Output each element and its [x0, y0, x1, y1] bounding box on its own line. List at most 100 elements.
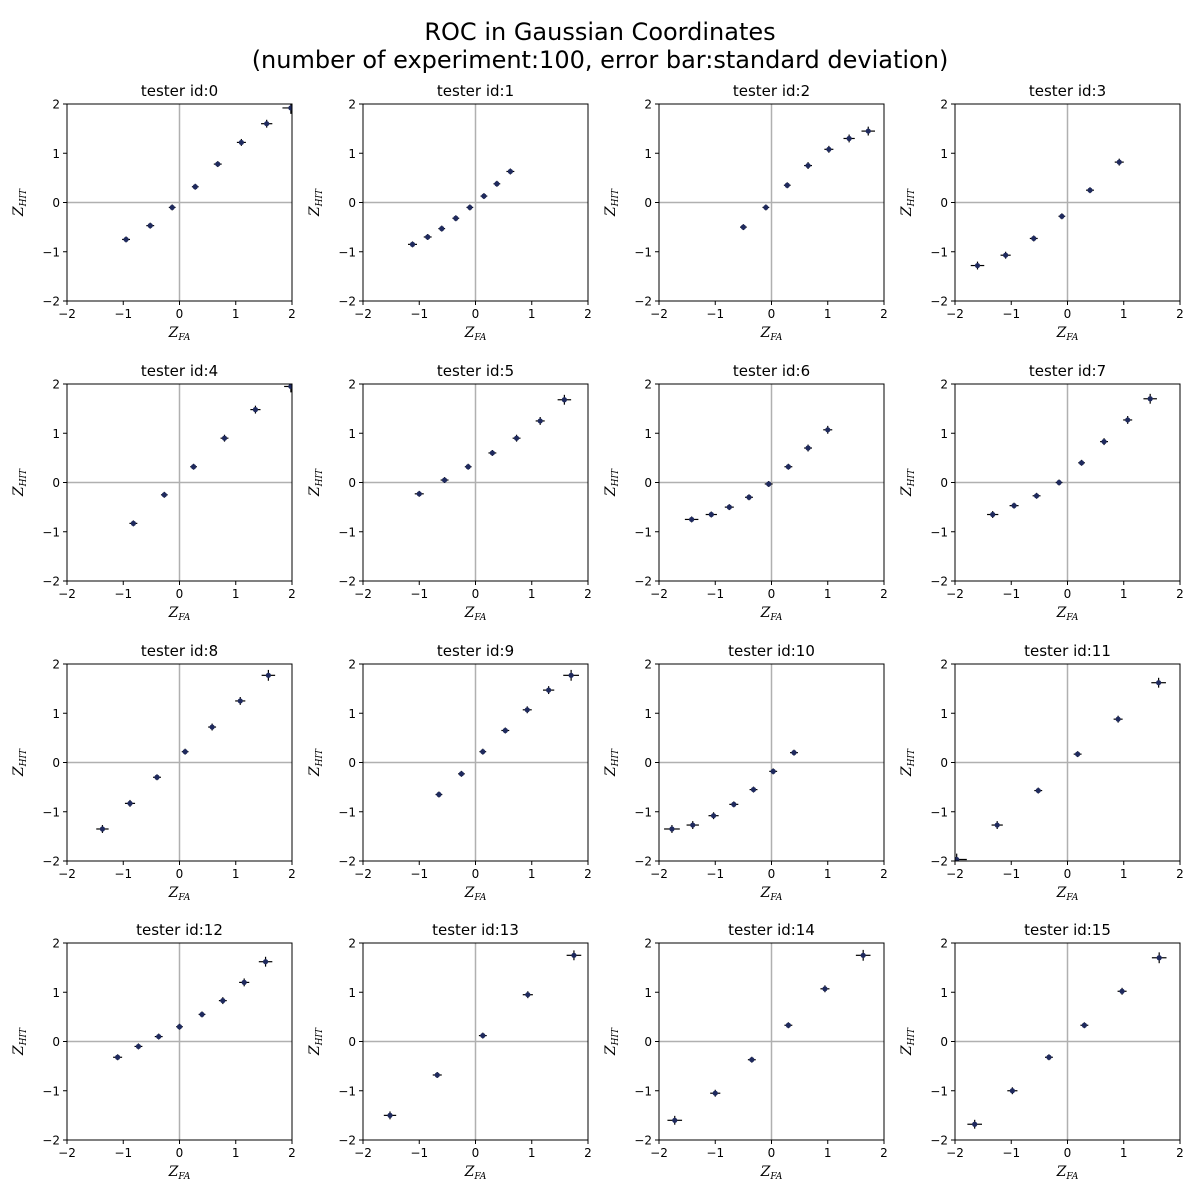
x-tick-label: −2 [354, 867, 372, 881]
data-points [740, 126, 875, 231]
y-axis-label-sub: HIT [611, 748, 621, 767]
data-point [1119, 988, 1125, 994]
data-point [712, 1090, 718, 1096]
data-point [770, 768, 776, 774]
data-points [667, 949, 871, 1125]
y-tick-label: −1 [930, 805, 948, 819]
x-tick-label: 1 [824, 867, 832, 881]
y-axis-label-sub: HIT [611, 1027, 621, 1046]
x-tick-label: −2 [650, 587, 668, 601]
x-axis-label: ZFA [168, 885, 191, 903]
data-point [1081, 1022, 1087, 1028]
x-tick-label: −2 [946, 1146, 964, 1160]
y-tick-label: −2 [634, 575, 652, 589]
data-point [127, 800, 133, 806]
x-tick-label: 0 [472, 307, 480, 321]
data-point [182, 749, 188, 755]
data-point [1101, 439, 1107, 445]
x-tick-label: 1 [824, 307, 832, 321]
subplot-title: tester id:1 [437, 82, 514, 100]
y-axis-label: ZHIT [11, 748, 29, 777]
x-tick-label: −2 [946, 307, 964, 321]
y-tick-label: −2 [930, 855, 948, 869]
x-tick-label: 1 [1120, 867, 1128, 881]
y-axis-label-sub: HIT [907, 1027, 917, 1046]
x-axis-label: ZFA [1056, 885, 1079, 903]
y-tick-label: 0 [940, 196, 948, 210]
y-tick-label: 2 [940, 378, 948, 392]
data-point [192, 184, 198, 190]
x-axis-label-sub: FA [769, 613, 782, 623]
y-tick-label: 2 [52, 378, 60, 392]
x-axis-label: ZFA [168, 605, 191, 623]
y-axis-label-base: Z [899, 206, 915, 217]
y-axis-label-base: Z [603, 486, 619, 497]
x-tick-label: −1 [114, 867, 132, 881]
y-axis-label: ZHIT [11, 188, 29, 217]
data-point [524, 707, 530, 713]
data-point [785, 1022, 791, 1028]
x-axis-label-base: Z [168, 885, 179, 901]
x-tick-label: 2 [880, 1146, 888, 1160]
y-axis-label-base: Z [11, 206, 27, 217]
x-tick-label: 2 [584, 307, 592, 321]
y-tick-label: 1 [940, 147, 948, 161]
x-tick-label: 0 [1064, 1146, 1072, 1160]
x-tick-label: −2 [354, 1146, 372, 1160]
x-tick-label: −1 [1002, 1146, 1020, 1160]
subplot-title: tester id:6 [733, 362, 810, 380]
x-tick-label: 2 [288, 587, 296, 601]
y-axis-label-base: Z [899, 486, 915, 497]
x-axis-label-base: Z [464, 325, 475, 341]
x-tick-label: −1 [410, 307, 428, 321]
data-point [805, 445, 811, 451]
x-tick-label: 1 [824, 587, 832, 601]
data-point [690, 822, 696, 828]
y-tick-label: 0 [52, 476, 60, 490]
data-point [860, 952, 866, 958]
data-point [99, 826, 106, 832]
data-point [199, 1011, 205, 1018]
y-tick-label: 0 [348, 476, 356, 490]
data-points [129, 384, 292, 527]
x-tick-label: −2 [58, 587, 76, 601]
data-point [169, 204, 175, 211]
x-tick-label: −1 [410, 1146, 428, 1160]
data-point [1075, 751, 1081, 757]
x-tick-label: −2 [354, 307, 372, 321]
data-point [465, 464, 471, 470]
data-point [161, 492, 167, 498]
data-point [265, 672, 271, 678]
data-point [262, 959, 269, 965]
x-tick-label: −2 [946, 867, 964, 881]
subplot-title: tester id:0 [141, 82, 218, 100]
x-axis-label: ZFA [464, 605, 487, 623]
data-point [1116, 159, 1122, 165]
y-tick-label: −2 [634, 1134, 652, 1148]
data-point [994, 822, 1000, 828]
data-point [546, 687, 552, 693]
subplot-title: tester id:9 [437, 642, 514, 660]
x-axis-label-sub: FA [769, 1172, 782, 1182]
x-tick-label: −1 [114, 587, 132, 601]
subplot-title: tester id:14 [728, 921, 815, 939]
y-tick-label: −2 [42, 1134, 60, 1148]
subplot-title: tester id:4 [141, 362, 218, 380]
x-tick-label: 1 [528, 1146, 536, 1160]
data-points [987, 393, 1157, 518]
data-point [507, 168, 513, 175]
x-tick-label: −2 [58, 307, 76, 321]
data-point [502, 727, 508, 734]
data-points [955, 677, 1166, 861]
data-point [750, 786, 757, 793]
y-axis-label: ZHIT [11, 468, 29, 497]
y-tick-label: 1 [52, 707, 60, 721]
subplot-title: tester id:8 [141, 642, 218, 660]
x-axis-label-sub: FA [473, 613, 486, 623]
y-tick-label: −1 [930, 525, 948, 539]
data-point [215, 161, 221, 167]
x-axis-label: ZFA [760, 885, 783, 903]
